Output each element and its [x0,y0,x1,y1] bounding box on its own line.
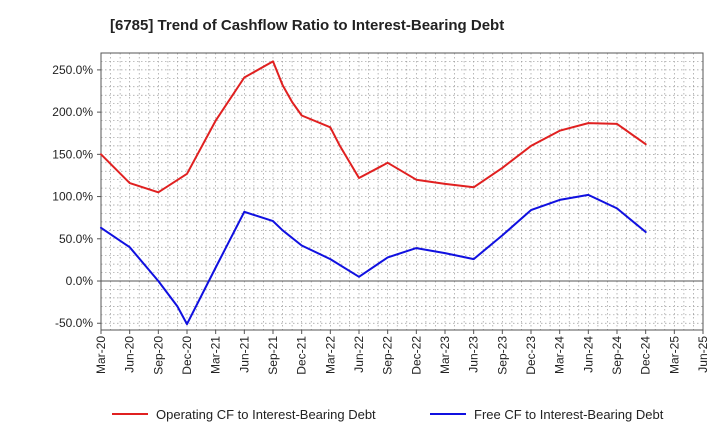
x-tick-label: Sep-24 [610,336,624,375]
x-tick-label: Jun-24 [581,336,595,373]
y-tick-label: -50.0% [55,316,93,330]
y-tick-label: 100.0% [52,190,93,204]
x-tick-label: Dec-22 [409,336,423,375]
y-tick-label: 50.0% [59,232,93,246]
x-tick-label: Dec-21 [295,336,309,375]
x-tick-label: Mar-22 [323,336,337,374]
x-tick-label: Mar-24 [553,336,567,374]
legend: Operating CF to Interest-Bearing Debt Fre… [112,407,664,422]
series-line-1 [100,60,647,194]
x-tick-label: Sep-20 [151,336,165,375]
plot-background [101,53,703,330]
y-tick-label: 250.0% [52,63,93,77]
x-tick-label: Jun-25 [696,336,710,373]
legend-label-2: Free CF to Interest-Bearing Debt [474,407,664,422]
chart-title: [6785] Trend of Cashflow Ratio to Intere… [110,17,504,34]
x-tick-label: Jun-20 [123,336,137,373]
x-tick-label: Jun-23 [467,336,481,373]
x-tick-label: Sep-22 [381,336,395,375]
series-line-2 [100,193,647,326]
plot-area: -50.0% 0.0% 50.0% 100.0% 150.0% 200.0% 250.0% M… [52,52,710,375]
x-tick-label: Mar-20 [94,336,108,374]
x-tick-label: Dec-23 [524,336,538,375]
y-tick-label: 150.0% [52,147,93,161]
y-tick-label: 0.0% [66,274,94,288]
x-tick-label: Jun-22 [352,336,366,373]
x-tick-label: Jun-21 [237,336,251,373]
legend-label-1: Operating CF to Interest-Bearing Debt [156,407,376,422]
x-tick-label: Dec-20 [180,336,194,375]
x-tick-label: Mar-23 [438,336,452,374]
x-tick-label: Dec-24 [639,336,653,375]
y-tick-label: 200.0% [52,105,93,119]
x-tick-label: Mar-21 [209,336,223,374]
x-tick-label: Mar-25 [667,336,681,374]
plot-frame [100,52,704,331]
x-tick-label: Sep-21 [266,336,280,375]
x-tick-label: Sep-23 [495,336,509,375]
